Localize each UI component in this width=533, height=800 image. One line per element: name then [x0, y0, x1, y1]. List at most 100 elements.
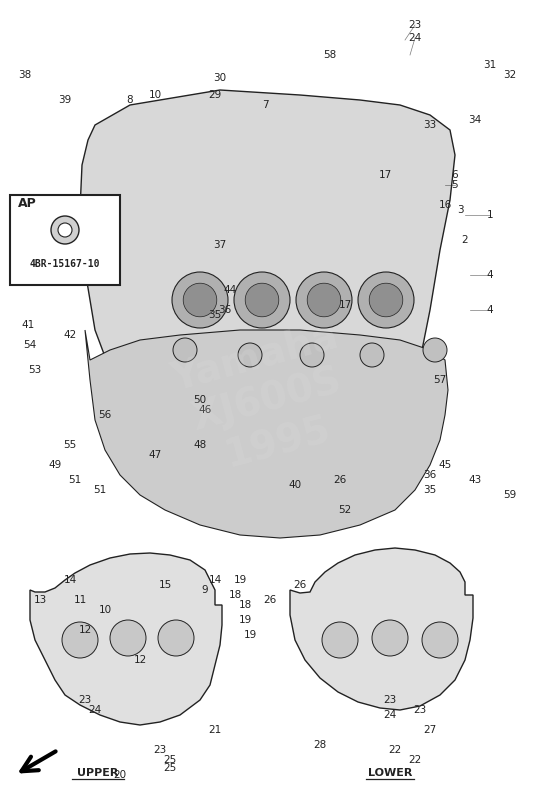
Circle shape [62, 622, 98, 658]
Circle shape [183, 283, 217, 317]
Text: 25: 25 [164, 755, 176, 765]
Text: 52: 52 [338, 505, 352, 515]
Text: 23: 23 [78, 695, 92, 705]
Text: 23: 23 [414, 705, 426, 715]
Text: 14: 14 [208, 575, 222, 585]
Text: 43: 43 [469, 475, 482, 485]
Circle shape [307, 283, 341, 317]
Text: 26: 26 [263, 595, 277, 605]
Text: 22: 22 [408, 755, 422, 765]
Text: 12: 12 [133, 655, 147, 665]
Circle shape [358, 272, 414, 328]
Circle shape [372, 620, 408, 656]
Text: 34: 34 [469, 115, 482, 125]
Text: 14: 14 [63, 575, 77, 585]
Text: 55: 55 [63, 440, 77, 450]
Text: 3: 3 [457, 205, 463, 215]
Circle shape [322, 622, 358, 658]
Circle shape [360, 343, 384, 367]
Text: 32: 32 [503, 70, 516, 80]
Text: 11: 11 [74, 595, 87, 605]
Text: 57: 57 [433, 375, 447, 385]
Text: 17: 17 [338, 300, 352, 310]
Circle shape [51, 216, 79, 244]
Text: 26: 26 [293, 580, 306, 590]
Text: 33: 33 [423, 120, 437, 130]
Text: 18: 18 [238, 600, 252, 610]
Text: 4BR-15167-10: 4BR-15167-10 [30, 259, 100, 269]
Circle shape [300, 343, 324, 367]
Text: 44: 44 [223, 285, 237, 295]
Circle shape [423, 338, 447, 362]
Text: 12: 12 [78, 625, 92, 635]
Text: 31: 31 [483, 60, 497, 70]
Text: 45: 45 [438, 460, 451, 470]
Bar [10, 195, 120, 285]
Text: 8: 8 [127, 95, 133, 105]
Text: 2: 2 [462, 235, 469, 245]
Text: 51: 51 [68, 475, 82, 485]
Text: 27: 27 [423, 725, 437, 735]
Text: UPPER: UPPER [77, 768, 119, 778]
Text: 5: 5 [451, 180, 458, 190]
Text: 48: 48 [193, 440, 207, 450]
Text: 51: 51 [93, 485, 107, 495]
Text: 19: 19 [238, 615, 252, 625]
Text: 24: 24 [408, 33, 422, 43]
Text: 7: 7 [262, 100, 268, 110]
Text: 19: 19 [233, 575, 247, 585]
Text: 15: 15 [158, 580, 172, 590]
Text: 59: 59 [503, 490, 516, 500]
Text: 24: 24 [88, 705, 102, 715]
Text: 23: 23 [383, 695, 397, 705]
Text: 30: 30 [213, 73, 227, 83]
Text: 53: 53 [28, 365, 42, 375]
Text: 58: 58 [324, 50, 337, 60]
Text: 29: 29 [208, 90, 222, 100]
Text: Yamaha
XJ600S
1995: Yamaha XJ600S 1995 [167, 317, 365, 483]
Text: 35: 35 [208, 310, 222, 320]
Text: 39: 39 [59, 95, 71, 105]
Text: 9: 9 [201, 585, 208, 595]
Text: 13: 13 [34, 595, 46, 605]
Circle shape [234, 272, 290, 328]
Text: 21: 21 [208, 725, 222, 735]
Text: 50: 50 [193, 395, 207, 405]
Text: 41: 41 [21, 320, 35, 330]
Text: 19: 19 [244, 630, 256, 640]
Circle shape [245, 283, 279, 317]
Text: 26: 26 [333, 475, 346, 485]
Text: 16: 16 [438, 200, 451, 210]
Text: 28: 28 [313, 740, 327, 750]
Text: 47: 47 [148, 450, 161, 460]
Circle shape [422, 622, 458, 658]
Text: 20: 20 [114, 770, 126, 780]
Circle shape [238, 343, 262, 367]
Text: 37: 37 [213, 240, 227, 250]
Text: 40: 40 [288, 480, 302, 490]
Text: 1: 1 [487, 210, 494, 220]
Text: 25: 25 [164, 763, 176, 773]
Polygon shape [85, 330, 448, 538]
Text: 17: 17 [378, 170, 392, 180]
Text: 10: 10 [99, 605, 111, 615]
Text: 56: 56 [99, 410, 111, 420]
Text: 42: 42 [63, 330, 77, 340]
Text: 10: 10 [148, 90, 161, 100]
Text: 18: 18 [228, 590, 241, 600]
Circle shape [158, 620, 194, 656]
Circle shape [172, 272, 228, 328]
Text: 49: 49 [49, 460, 62, 470]
Polygon shape [80, 90, 455, 440]
Text: 22: 22 [389, 745, 402, 755]
Circle shape [110, 620, 146, 656]
Polygon shape [30, 553, 222, 725]
Text: 4: 4 [487, 305, 494, 315]
Circle shape [296, 272, 352, 328]
Text: 23: 23 [408, 20, 422, 30]
Text: 54: 54 [23, 340, 37, 350]
Text: 6: 6 [451, 170, 458, 180]
Text: 23: 23 [154, 745, 167, 755]
Text: 36: 36 [219, 305, 232, 315]
Circle shape [173, 338, 197, 362]
